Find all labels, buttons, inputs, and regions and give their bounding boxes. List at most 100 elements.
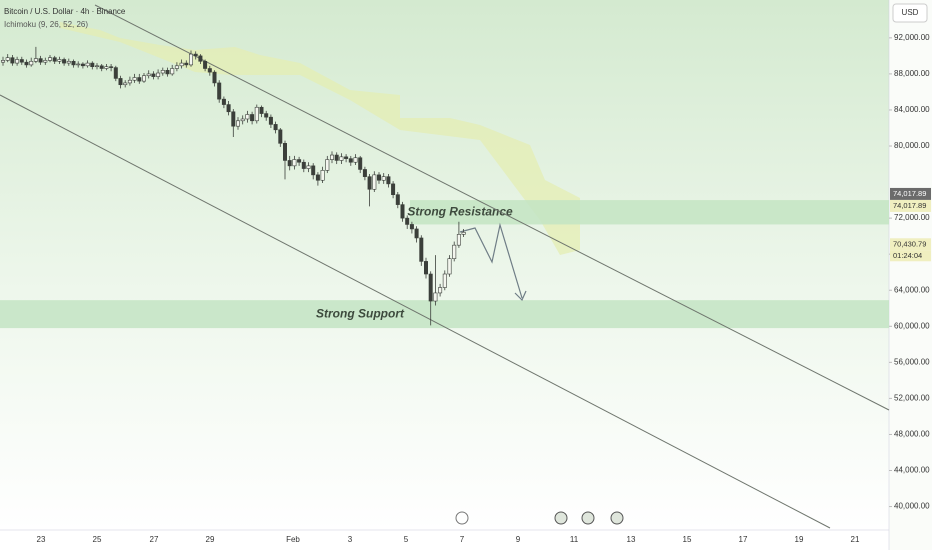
x-tick-label: 23 [37, 535, 46, 544]
countdown-box [890, 250, 931, 262]
candle-body [165, 70, 170, 75]
candle-body [320, 170, 325, 181]
candle-body [372, 174, 377, 190]
event-icon[interactable] [581, 511, 595, 525]
x-tick-label: 29 [206, 535, 215, 544]
y-tick-label: 84,000.00 [894, 105, 930, 114]
candle-body [329, 154, 334, 160]
candle-body [76, 63, 81, 66]
candle-body [198, 55, 203, 62]
candle-body [184, 62, 189, 66]
candle-body [0, 60, 6, 63]
candle-body [344, 156, 349, 159]
candle-body [348, 158, 353, 163]
x-tick-label: 9 [516, 535, 521, 544]
candles [0, 46, 466, 326]
candle-body [353, 157, 358, 163]
candle-body [287, 160, 292, 167]
x-tick-label: 27 [150, 535, 159, 544]
candle-body [414, 228, 419, 239]
candle-body [52, 57, 57, 62]
candle-body [461, 231, 466, 235]
candle-body [99, 65, 104, 69]
candle-body [292, 159, 297, 167]
candle-body [409, 224, 414, 230]
candle-body [297, 159, 302, 163]
price-label: 74,017.89 [893, 201, 926, 210]
candle-body [226, 104, 231, 113]
candle-body [381, 176, 386, 181]
candle-body [301, 161, 306, 169]
candle-body [193, 53, 198, 57]
candle-body [282, 143, 287, 161]
event-icon[interactable] [610, 511, 624, 525]
x-tick-label: 13 [627, 535, 636, 544]
ichimoku-cloud [60, 22, 580, 255]
candle-body [104, 66, 109, 69]
candle-body [395, 194, 400, 205]
zone-label: Strong Resistance [407, 204, 513, 218]
zones: Strong Resistance Strong Support [0, 200, 889, 329]
event-icon[interactable] [455, 511, 469, 525]
x-tick-label: 17 [739, 535, 748, 544]
event-icons [455, 511, 624, 525]
projection-arrowhead [514, 290, 527, 302]
candle-body [118, 78, 123, 86]
candle-body [367, 176, 372, 190]
trendline [0, 94, 831, 529]
x-tick-label: 5 [404, 535, 409, 544]
candle-body [179, 62, 184, 67]
candle-body [57, 59, 62, 62]
candle-body [221, 98, 226, 105]
x-tick-label: 15 [683, 535, 692, 544]
candle-body [151, 73, 156, 77]
candle-body [315, 174, 320, 181]
x-tick-label: 19 [795, 535, 804, 544]
candle-body [438, 287, 443, 294]
indicator-label[interactable]: Ichimoku (9, 26, 52, 26) [4, 20, 88, 29]
candle-body [43, 60, 48, 63]
candle-body [127, 79, 132, 84]
candle-body [400, 204, 405, 219]
y-tick-label: 72,000.00 [894, 213, 930, 222]
candle-body [278, 129, 283, 144]
zone [0, 300, 889, 329]
candle-body [38, 58, 43, 63]
candle-body [189, 53, 194, 66]
candle-body [452, 244, 457, 259]
candle-body [137, 77, 142, 82]
candle-body [160, 70, 165, 74]
price-label-box [890, 199, 931, 212]
currency-button[interactable] [892, 3, 928, 23]
candle-body [212, 71, 217, 84]
candle-body [339, 156, 344, 161]
candle-body [142, 75, 147, 82]
candle-body [311, 165, 316, 176]
candle-body [236, 120, 241, 127]
candle-body [386, 176, 391, 185]
y-tick-label: 80,000.00 [894, 141, 930, 150]
candle-body [264, 113, 269, 118]
candle-body [250, 114, 255, 122]
y-tick-label: 48,000.00 [894, 430, 930, 439]
y-tick-label: 44,000.00 [894, 466, 930, 475]
candle-body [433, 292, 438, 302]
candle-body [456, 234, 461, 246]
candle-body [156, 72, 161, 77]
candle-body [245, 114, 250, 120]
x-tick-label: Feb [286, 535, 300, 544]
candle-body [442, 273, 447, 288]
countdown: 01:24:04 [893, 251, 922, 260]
currency-label[interactable]: USD [902, 8, 919, 17]
candle-body [174, 65, 179, 69]
candle-body [325, 159, 330, 171]
candle-body [24, 61, 29, 66]
candle-body [33, 58, 38, 62]
candle-body [405, 217, 410, 225]
candle-body [85, 62, 90, 67]
candle-body [95, 65, 100, 68]
y-tick-label: 64,000.00 [894, 285, 930, 294]
event-icon[interactable] [554, 511, 568, 525]
candle-body [80, 63, 85, 67]
